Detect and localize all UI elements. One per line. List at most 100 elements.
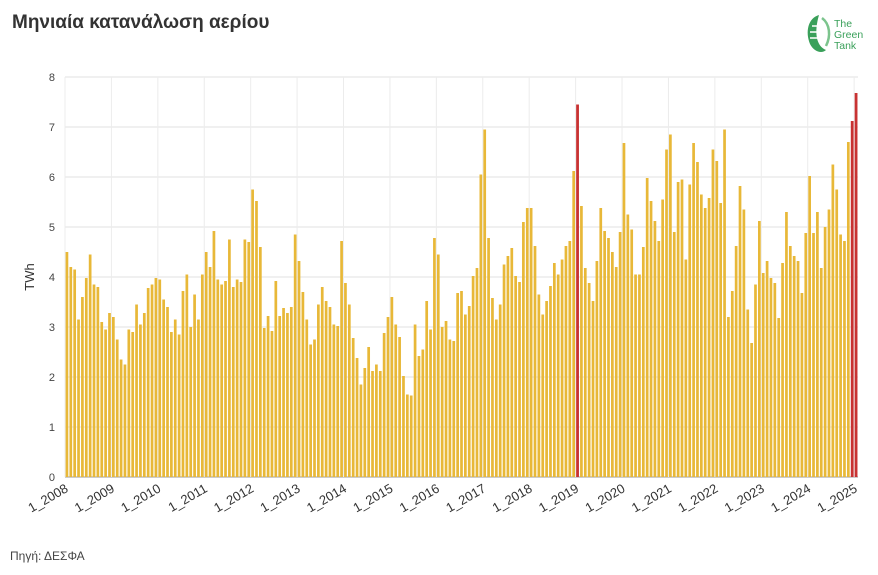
bar-2013-06 xyxy=(317,304,320,477)
bar-2013-10 xyxy=(332,324,336,477)
x-tick-label: 1_2014 xyxy=(304,481,349,516)
bar-2024-02 xyxy=(812,233,815,477)
bar-2009-06 xyxy=(131,332,135,477)
bar-2009-08 xyxy=(139,324,142,477)
bar-2022-06 xyxy=(734,246,738,477)
bar-2013-02 xyxy=(301,292,305,477)
bar-2009-07 xyxy=(135,304,138,477)
bar-2023-12 xyxy=(804,233,808,477)
x-tick-label: 1_2021 xyxy=(629,481,674,516)
bar-2019-04 xyxy=(587,283,591,477)
bar-2019-01 xyxy=(576,104,579,477)
bar-2024-03 xyxy=(816,212,819,477)
bar-2017-03 xyxy=(491,298,494,477)
bar-2015-06 xyxy=(409,395,413,477)
bar-2014-03 xyxy=(351,338,355,477)
bar-2010-01 xyxy=(158,279,162,477)
bar-2017-09 xyxy=(514,276,518,477)
bar-2012-02 xyxy=(255,201,258,477)
bar-2024-06 xyxy=(827,209,831,477)
bar-2015-07 xyxy=(413,324,417,477)
chart-title: Μηνιαία κατανάλωση αερίου xyxy=(12,12,270,33)
bar-2014-02 xyxy=(347,304,351,477)
bar-2010-05 xyxy=(173,319,177,477)
bar-2017-10 xyxy=(518,282,521,477)
bar-2016-12 xyxy=(479,174,483,477)
bar-2021-07 xyxy=(692,143,695,477)
bar-2023-01 xyxy=(761,273,765,477)
bar-2012-09 xyxy=(282,308,285,477)
bar-2016-06 xyxy=(456,293,459,477)
bar-2020-04 xyxy=(634,274,637,477)
bar-2011-07 xyxy=(228,239,231,477)
bar-2015-10 xyxy=(425,301,429,477)
bar-2011-06 xyxy=(224,281,227,477)
bars xyxy=(65,93,858,477)
bar-2022-09 xyxy=(746,309,750,477)
bar-2018-10 xyxy=(564,246,568,477)
bar-2022-03 xyxy=(723,129,726,477)
bar-2011-09 xyxy=(235,279,239,477)
y-tick-label: 7 xyxy=(49,122,55,134)
bar-2010-06 xyxy=(177,334,181,477)
bar-2022-10 xyxy=(750,343,753,477)
y-tick-label: 2 xyxy=(49,372,55,384)
bar-2020-11 xyxy=(661,199,665,477)
bar-2017-02 xyxy=(487,238,490,477)
bar-2010-12 xyxy=(200,274,204,477)
bar-2020-09 xyxy=(653,221,657,477)
bar-2020-06 xyxy=(641,247,645,477)
y-tick-label: 4 xyxy=(49,272,55,284)
bar-2019-07 xyxy=(599,208,603,477)
bar-2016-02 xyxy=(440,327,444,477)
bar-2011-02 xyxy=(208,267,212,477)
x-tick-label: 1_2018 xyxy=(490,481,535,516)
bar-2008-02 xyxy=(69,267,73,477)
bar-2010-03 xyxy=(166,307,169,477)
bar-2021-05 xyxy=(684,259,688,477)
bar-2009-02 xyxy=(115,339,119,477)
bar-2023-04 xyxy=(773,283,777,477)
bar-2019-12 xyxy=(618,232,622,477)
bar-2022-02 xyxy=(719,203,723,477)
bar-2019-02 xyxy=(580,206,583,477)
bar-2017-06 xyxy=(502,264,506,477)
bar-2011-01 xyxy=(204,252,208,477)
bar-2017-01 xyxy=(483,129,487,477)
bar-2011-10 xyxy=(239,282,243,477)
y-tick-label: 8 xyxy=(49,72,55,84)
bar-2010-04 xyxy=(170,332,173,477)
bar-2013-08 xyxy=(324,301,328,477)
bar-2010-08 xyxy=(185,274,189,477)
bar-2021-01 xyxy=(669,134,672,477)
bar-2015-12 xyxy=(433,238,436,477)
x-tick-label: 1_2011 xyxy=(166,481,210,515)
bar-2013-03 xyxy=(305,319,309,477)
bar-2016-09 xyxy=(467,306,471,477)
bar-2018-09 xyxy=(560,259,564,477)
bar-2023-05 xyxy=(777,318,781,477)
bar-2023-09 xyxy=(792,256,796,477)
bar-2016-08 xyxy=(464,314,467,477)
bar-2020-02 xyxy=(626,214,630,477)
bar-2009-12 xyxy=(154,278,158,477)
bar-2011-04 xyxy=(216,279,220,477)
x-tick-label: 1_2016 xyxy=(397,481,442,516)
bar-2009-05 xyxy=(127,329,131,477)
x-tick-label: 1_2015 xyxy=(350,481,395,516)
x-tick-label: 1_2013 xyxy=(258,481,303,516)
bar-2008-04 xyxy=(77,319,80,477)
bar-2008-01 xyxy=(65,252,69,477)
logo-text-the: The xyxy=(834,18,853,30)
source-note: Πηγή: ΔΕΣΦΑ xyxy=(10,549,85,563)
bar-2013-09 xyxy=(328,307,332,477)
bar-2011-12 xyxy=(247,242,251,477)
y-axis-ticks: 0 1 2 3 4 5 6 7 8 xyxy=(49,72,55,484)
bar-2021-10 xyxy=(703,208,707,477)
x-tick-label: 1_2025 xyxy=(815,481,860,516)
bar-2012-05 xyxy=(266,316,270,477)
bar-2018-01 xyxy=(529,208,533,477)
bar-2008-08 xyxy=(92,284,96,477)
x-tick-label: 1_2009 xyxy=(72,481,117,516)
